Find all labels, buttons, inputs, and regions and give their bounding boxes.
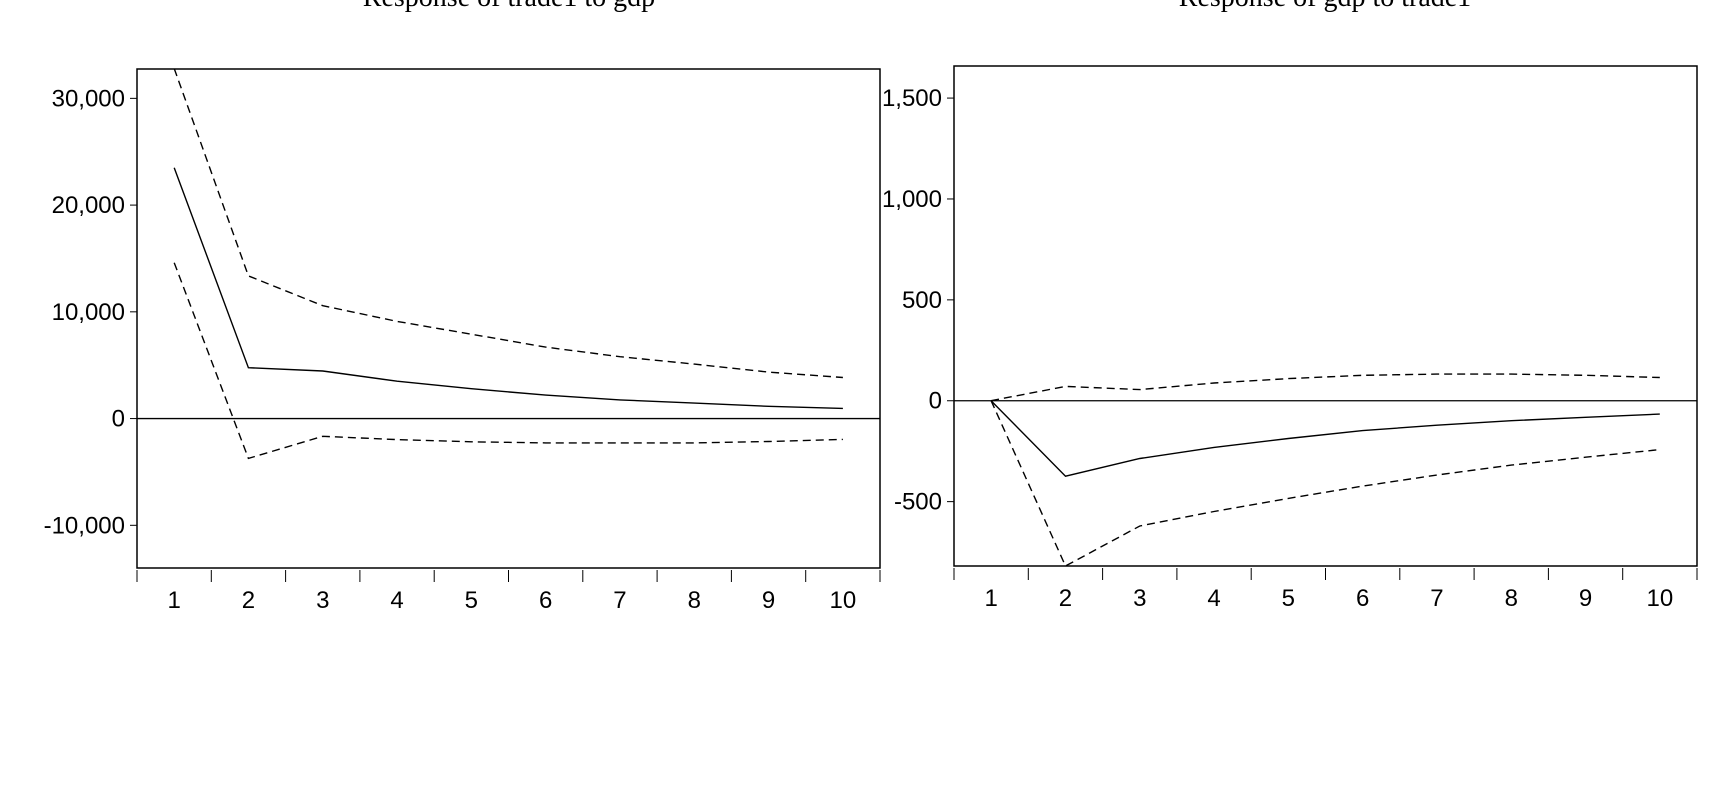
x-tick-label: 7 — [613, 587, 626, 614]
y-tick-label: 500 — [902, 287, 942, 314]
x-tick-label: 10 — [829, 587, 856, 614]
x-tick-label: 8 — [1505, 585, 1518, 612]
y-tick-label: 1,000 — [882, 186, 942, 213]
response-line-right-0 — [990, 400, 1660, 477]
x-tick-label: 1 — [984, 585, 997, 612]
y-tick-label: 0 — [929, 388, 942, 415]
confidence-band-line-right-2 — [990, 400, 1660, 566]
chart-title-left: Response of trade1 to gdp — [363, 0, 655, 13]
confidence-band-line-left-2 — [173, 262, 843, 460]
x-tick-label: 3 — [316, 587, 329, 614]
x-tick-label: 4 — [390, 587, 403, 614]
x-tick-label: 8 — [688, 587, 701, 614]
y-tick-label: 30,000 — [52, 85, 125, 112]
x-tick-label: 5 — [1282, 585, 1295, 612]
y-tick-label: -500 — [894, 489, 942, 516]
x-tick-label: 6 — [539, 587, 552, 614]
plot-frame-left — [136, 68, 881, 569]
y-tick-label: 1,500 — [882, 85, 942, 112]
y-tick-label: -10,000 — [44, 512, 125, 539]
y-tick-label: 10,000 — [52, 299, 125, 326]
x-tick-label: 4 — [1207, 585, 1220, 612]
plot-frame-right — [953, 65, 1698, 567]
y-tick-label: 20,000 — [52, 192, 125, 219]
x-tick-label: 1 — [167, 587, 180, 614]
y-tick-label: 0 — [112, 406, 125, 433]
x-tick-label: 3 — [1133, 585, 1146, 612]
x-tick-label: 7 — [1430, 585, 1443, 612]
response-line-left-0 — [173, 167, 843, 410]
x-tick-label: 10 — [1646, 585, 1673, 612]
confidence-band-line-left-1 — [173, 69, 843, 379]
x-tick-label: 2 — [242, 587, 255, 614]
x-tick-label: 9 — [762, 587, 775, 614]
confidence-band-line-right-1 — [990, 373, 1660, 402]
x-tick-label: 6 — [1356, 585, 1369, 612]
x-tick-label: 9 — [1579, 585, 1592, 612]
chart-title-right: Response of gdp to trade1 — [1179, 0, 1471, 13]
x-tick-label: 2 — [1059, 585, 1072, 612]
x-tick-label: 5 — [465, 587, 478, 614]
